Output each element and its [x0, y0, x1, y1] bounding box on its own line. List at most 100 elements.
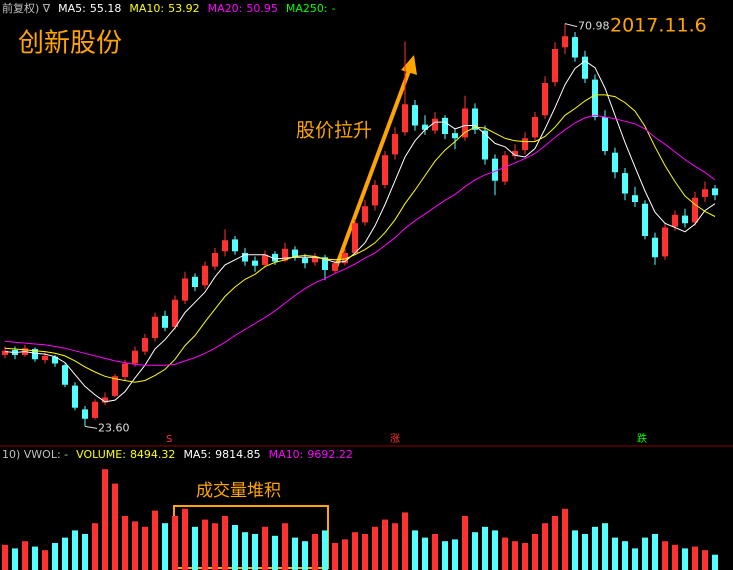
- date-label: 2017.11.6: [610, 15, 707, 37]
- header-value: 55.18: [90, 2, 122, 15]
- volume-bar: [82, 534, 88, 570]
- volume-bar: [422, 537, 428, 570]
- candle-body: [192, 276, 198, 287]
- header: 前复权) ∇ MA5: 55.18 MA10: 53.92 MA20: 50.95 MA250…: [2, 1, 336, 15]
- candle-body: [432, 118, 438, 131]
- volume-bar: [602, 523, 608, 570]
- candle-body: [152, 316, 158, 338]
- candle-body: [82, 409, 88, 419]
- candle-body: [412, 105, 418, 126]
- candle-body: [242, 253, 248, 262]
- candle-body: [382, 155, 388, 185]
- candle-body: [682, 215, 688, 224]
- candle-body: [462, 108, 468, 138]
- volume-bar: [142, 526, 148, 570]
- volume-bar: [702, 550, 708, 570]
- volume-bar: [692, 546, 698, 570]
- candle-body: [372, 185, 378, 206]
- candle-body: [2, 350, 8, 355]
- volume-bar: [252, 534, 258, 570]
- candle-body: [422, 124, 428, 130]
- volume-bar: [132, 521, 138, 570]
- candle-body: [262, 254, 268, 265]
- volume-bar: [32, 546, 38, 570]
- header-value: 53.92: [168, 2, 200, 15]
- candle-body: [302, 258, 308, 264]
- volume-bar: [402, 512, 408, 570]
- candle-body: [632, 195, 638, 202]
- volume-bar: [222, 516, 228, 570]
- candle-body: [662, 227, 668, 257]
- volume-bar: [642, 537, 648, 570]
- volume-bar: [382, 519, 388, 570]
- candle-body: [642, 203, 648, 236]
- volume-bar: [592, 526, 598, 570]
- candle-body: [492, 158, 498, 181]
- candle-body: [402, 104, 408, 133]
- candle-body: [92, 401, 98, 418]
- signal: S: [166, 434, 172, 445]
- header-label: MA250:: [286, 2, 328, 15]
- volume-bar: [502, 537, 508, 570]
- candle-body: [162, 315, 168, 328]
- header-prefix: 前复权) ∇: [2, 1, 51, 15]
- candle-body: [542, 83, 548, 116]
- header-label: MA20:: [208, 2, 243, 15]
- volume-bar: [292, 537, 298, 570]
- volume-bar: [372, 526, 378, 570]
- candle-body: [362, 206, 368, 223]
- volume-bar: [712, 554, 718, 570]
- volume-bar: [122, 516, 128, 570]
- candle-body: [212, 253, 218, 267]
- volume-bar: [412, 530, 418, 570]
- volume-bar: [572, 530, 578, 570]
- candle-body: [612, 152, 618, 173]
- candle-body: [122, 363, 128, 378]
- volume-bar: [582, 534, 588, 570]
- candle-body: [312, 256, 318, 263]
- candle-body: [272, 253, 278, 262]
- low-label: 23.60: [98, 421, 130, 434]
- candle-body: [232, 239, 238, 252]
- volume-bar: [512, 541, 518, 570]
- volume-bar: [672, 544, 678, 570]
- volume-bar: [352, 532, 358, 570]
- volume-bar: [172, 516, 178, 570]
- volume-bar: [282, 523, 288, 570]
- chart-title: 创新股份: [18, 29, 122, 59]
- ma-line: [4, 114, 716, 366]
- ma-line: [4, 60, 716, 403]
- volume-bar: [202, 519, 208, 570]
- candle-body: [442, 117, 448, 134]
- header-label: MA10:: [129, 2, 164, 15]
- signal: 涨: [390, 433, 400, 445]
- volume-bar: [632, 548, 638, 570]
- volume-bar: [562, 508, 568, 570]
- candle-body: [672, 214, 678, 227]
- volume-bar: [152, 510, 158, 570]
- low-pointer: [84, 425, 98, 429]
- signal: 跌: [637, 432, 647, 445]
- volume-bar: [22, 541, 28, 570]
- candle-body: [702, 189, 708, 197]
- volume-bar: [162, 523, 168, 570]
- candle-body: [602, 117, 608, 151]
- candle-body: [472, 108, 478, 130]
- volume-bar: [232, 525, 238, 570]
- header-value: 9692.22: [307, 448, 353, 461]
- candle-body: [112, 376, 118, 396]
- candle-body: [252, 260, 258, 266]
- candle-body: [552, 49, 558, 83]
- candle-body: [202, 265, 208, 286]
- volume-bar: [302, 541, 308, 570]
- volume-bar: [392, 523, 398, 570]
- volume-bar: [342, 539, 348, 570]
- ma-line: [4, 94, 716, 383]
- volume-bar: [652, 534, 658, 570]
- candle-body: [132, 350, 138, 364]
- volume-bar: [2, 544, 8, 570]
- volume-bar: [612, 537, 618, 570]
